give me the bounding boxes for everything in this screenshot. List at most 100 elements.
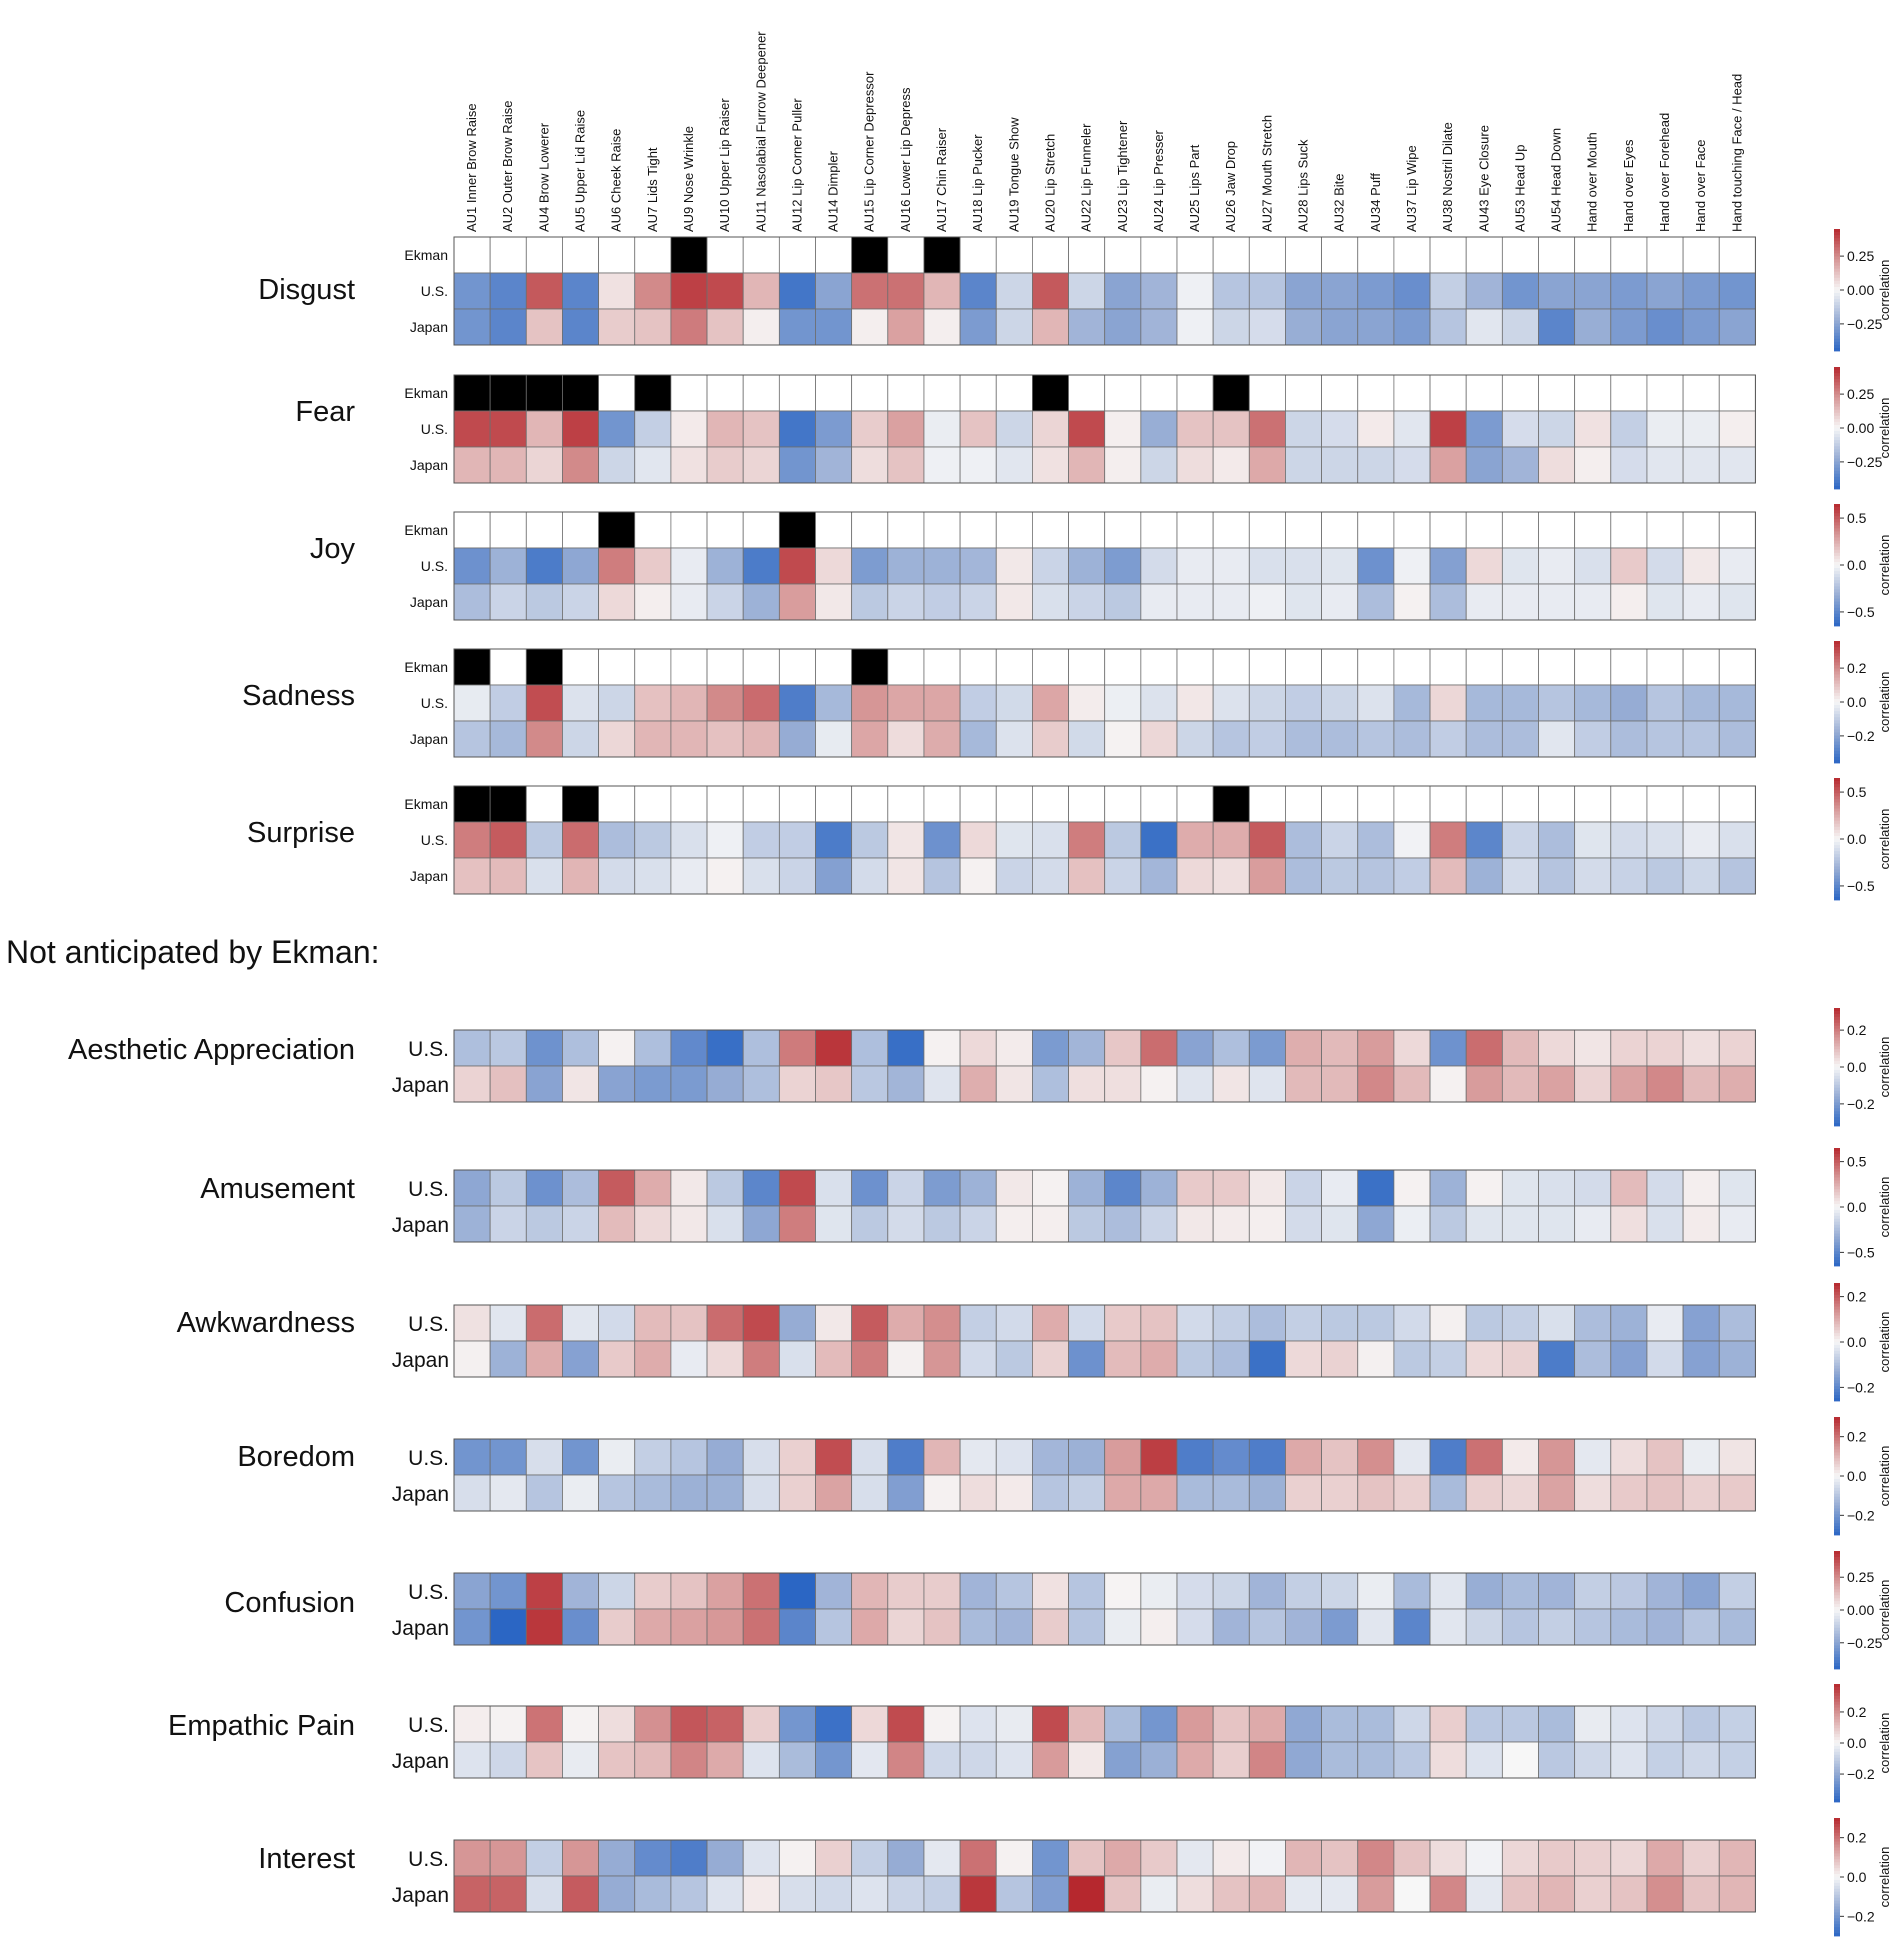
heatmap-cell: [1032, 410, 1069, 448]
heatmap-cell: [887, 272, 925, 310]
panel-border: [453, 1304, 1756, 1378]
heatmap-cell: [1429, 1169, 1467, 1207]
colorbar-segment: [1834, 565, 1840, 569]
column-header: AU6 Cheek Raise: [609, 129, 624, 232]
heatmap-cell: [1393, 1572, 1431, 1610]
heatmap-cell: [1682, 1205, 1720, 1243]
colorbar-segment: [1834, 832, 1840, 837]
colorbar-segment: [1834, 1016, 1840, 1021]
ekman-cell: [1212, 374, 1250, 412]
colorbar-tick-label: 0.2: [1847, 1704, 1867, 1720]
heatmap-cell: [1248, 1029, 1286, 1067]
colorbar-segment: [1834, 1428, 1840, 1433]
heatmap-cell: [525, 1340, 563, 1378]
heatmap-cell: [1104, 547, 1142, 585]
colorbar-segment: [1834, 1853, 1840, 1857]
colorbar-segment: [1834, 332, 1840, 337]
heatmap-cell: [1357, 446, 1395, 484]
colorbar-segment: [1834, 1230, 1840, 1234]
heatmap-cell: [851, 684, 889, 722]
colorbar-segment: [1834, 280, 1840, 285]
colorbar-segment: [1834, 418, 1840, 423]
heatmap-cell: [1140, 857, 1178, 895]
colorbar-label: correlation: [1877, 1580, 1892, 1641]
heatmap-cell: [959, 1705, 997, 1743]
colorbar-segment: [1834, 1526, 1840, 1530]
ekman-cell: [1501, 785, 1539, 823]
heatmap-cell: [670, 1065, 708, 1103]
ekman-cell: [742, 648, 780, 686]
heatmap-cell: [1212, 1304, 1250, 1342]
heatmap-cell: [1538, 821, 1576, 859]
ekman-cell: [815, 236, 853, 274]
colorbar-segment: [1834, 790, 1840, 794]
colorbar-segment: [1834, 866, 1840, 870]
heatmap-cell: [1646, 857, 1684, 895]
heatmap-cell: [1285, 583, 1322, 621]
heatmap-cell: [959, 1205, 997, 1243]
colorbar-segment: [1834, 314, 1840, 318]
heatmap-cell: [489, 1438, 527, 1476]
heatmap-cell: [887, 684, 925, 722]
colorbar-segment: [1834, 1251, 1840, 1255]
heatmap-cell: [1357, 272, 1395, 310]
heatmap-cell: [634, 684, 672, 722]
colorbar-segment: [1834, 323, 1840, 327]
heatmap-cell: [1574, 308, 1612, 346]
ekman-cell: [1248, 374, 1286, 412]
ekman-cell: [562, 236, 600, 274]
colorbar-segment: [1834, 1684, 1840, 1688]
heatmap-cell: [1574, 1839, 1612, 1877]
colorbar-segment: [1834, 1455, 1840, 1459]
ekman-cell: [525, 785, 563, 823]
heatmap-cell: [525, 857, 563, 895]
ekman-cell: [1212, 648, 1250, 686]
heatmap-cell: [1104, 720, 1142, 758]
colorbar-segment: [1834, 1218, 1840, 1223]
heatmap-cell: [1465, 308, 1503, 346]
panel-border: [453, 1572, 1756, 1646]
heatmap-cell: [1140, 1741, 1178, 1779]
ekman-cell: [1574, 374, 1612, 412]
panel-border: [453, 511, 1756, 621]
heatmap-cell: [634, 583, 672, 621]
ekman-cell: [1646, 785, 1684, 823]
heatmap-cell: [1718, 821, 1756, 859]
heatmap-cell: [923, 308, 961, 346]
colorbar-segment: [1834, 1514, 1840, 1518]
heatmap-cell: [1357, 720, 1395, 758]
heatmap-cell: [1501, 410, 1539, 448]
colorbar-segment: [1834, 802, 1840, 806]
colorbar-label: correlation: [1877, 1177, 1892, 1238]
heatmap-cell: [1465, 410, 1503, 448]
heatmap-cell: [1248, 272, 1286, 310]
heatmap-cell: [851, 857, 889, 895]
heatmap-cell: [1321, 1205, 1359, 1243]
heatmap-cell: [1610, 1029, 1648, 1067]
colorbar-segment: [1834, 829, 1840, 834]
colorbar-segment: [1834, 665, 1840, 669]
heatmap-cell: [1357, 1741, 1395, 1779]
colorbar-tick-label: −0.25: [1847, 454, 1883, 470]
heatmap-cell: [489, 1741, 527, 1779]
heatmap-cell: [1104, 1205, 1142, 1243]
colorbar-segment: [1834, 555, 1840, 560]
colorbar-segment: [1834, 583, 1840, 587]
colorbar-segment: [1834, 1832, 1840, 1837]
heatmap-cell: [1321, 308, 1359, 346]
colorbar-segment: [1834, 431, 1840, 435]
colorbar-segment: [1834, 1927, 1840, 1931]
colorbar-segment: [1834, 1933, 1840, 1937]
ekman-cell: [778, 236, 816, 274]
ekman-cell: [1501, 511, 1539, 549]
heatmap-cell: [778, 1304, 816, 1342]
colorbar-segment: [1834, 1766, 1840, 1770]
heatmap-cell: [1068, 857, 1106, 895]
heatmap-cell: [1501, 1304, 1539, 1342]
heatmap-cell: [995, 684, 1033, 722]
ekman-cell: [887, 236, 925, 274]
heatmap-cell: [995, 1608, 1033, 1646]
heatmap-cell: [1682, 821, 1720, 859]
colorbar-segment: [1834, 1377, 1840, 1381]
heatmap-cell: [453, 1438, 491, 1476]
